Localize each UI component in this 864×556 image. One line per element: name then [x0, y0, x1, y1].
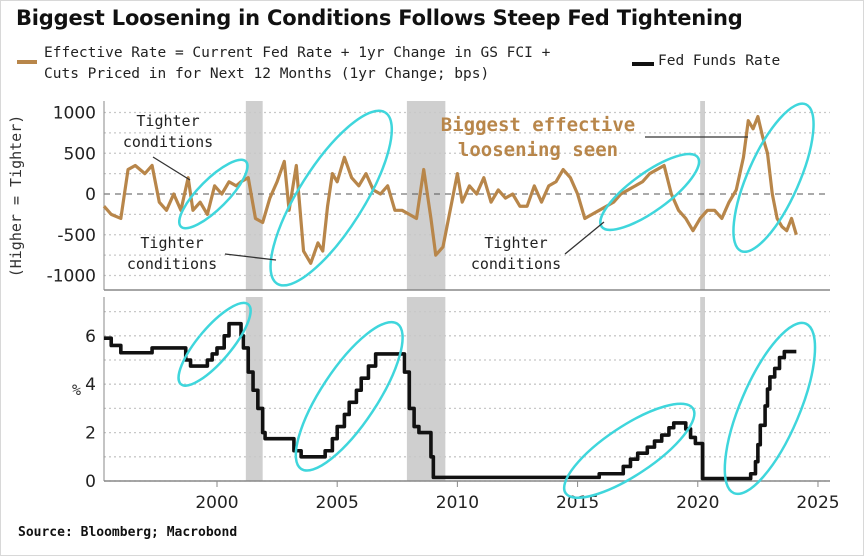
- fed-funds-line: [104, 321, 797, 481]
- source-note: Source: Bloomberg; Macrobond: [18, 525, 238, 540]
- annotation-leader: [224, 253, 277, 261]
- y-tick-label: 500: [64, 144, 96, 164]
- highlight-ellipse: [177, 301, 252, 387]
- legend-line-1: Effective Rate = Current Fed Rate + 1yr …: [44, 45, 551, 61]
- y-tick-label: 0: [85, 185, 96, 205]
- highlight-ellipse: [599, 152, 701, 232]
- y-tick-label: -500: [57, 226, 96, 246]
- y-tick-label: 6: [85, 327, 96, 347]
- highlight-ellipse: [732, 102, 815, 254]
- x-tick-label: 2000: [195, 493, 238, 513]
- annotation-leader: [152, 156, 191, 181]
- effective-rate-line: [102, 114, 798, 265]
- annotation-tighter-3-line1: Tighter: [484, 234, 547, 252]
- y-axis-label: %: [72, 381, 81, 399]
- annotation-leader: [564, 221, 605, 255]
- y-tick-label: 1000: [53, 104, 96, 124]
- x-tick-label: 2005: [316, 493, 359, 513]
- annotation-tighter-2-line2: conditions: [127, 255, 217, 273]
- x-tick-label: 2010: [436, 493, 479, 513]
- highlight-ellipse: [269, 109, 394, 287]
- annotation-tighter-3-line2: conditions: [471, 255, 561, 273]
- chart-title: Biggest Loosening in Conditions Follows …: [16, 6, 743, 30]
- annotations: Tighter conditions Tighter conditions Tighte…: [123, 112, 748, 273]
- highlight-ellipse: [723, 321, 817, 496]
- annotation-tighter-2-line1: Tighter: [140, 234, 203, 252]
- annotation-biggest-loosening-line1: Biggest effective: [441, 114, 635, 136]
- x-tick-label: 2015: [556, 493, 599, 513]
- x-tick-label: 2025: [796, 493, 839, 513]
- effective-rate-panel: 1000 500 0 -500 -1000 (Higher = Tighter): [7, 101, 830, 291]
- legend-swatch-fed-funds: [632, 62, 654, 66]
- recession-band: [406, 297, 446, 481]
- highlight-ellipse: [294, 320, 404, 472]
- y-axis-label: (Higher = Tighter): [7, 115, 25, 278]
- annotation-biggest-loosening-line2: loosening seen: [458, 139, 618, 161]
- recession-band: [700, 297, 705, 481]
- legend-swatch-effective-rate: [17, 60, 37, 64]
- highlight-ellipse: [178, 158, 249, 230]
- recession-band: [245, 101, 263, 290]
- highlight-ellipse: [562, 402, 696, 500]
- x-tick-label: 2020: [676, 493, 719, 513]
- recession-band: [700, 101, 705, 290]
- y-tick-label: -1000: [47, 267, 96, 287]
- legend-line-2: Cuts Priced in for Next 12 Months (1yr C…: [44, 66, 490, 82]
- legend-label-fed-funds: Fed Funds Rate: [658, 53, 781, 69]
- y-tick-label: 2: [85, 424, 96, 444]
- fed-funds-panel: 6 4 2 0% 2000 2005 2010 2015 2020 2025: [72, 297, 840, 513]
- legend-label-effective-rate: Effective Rate = Current Fed Rate + 1yr …: [44, 43, 550, 85]
- y-tick-label: 4: [85, 375, 96, 395]
- y-tick-label: 0: [85, 472, 96, 492]
- annotation-tighter-1-line1: Tighter: [136, 112, 199, 130]
- annotation-tighter-1-line2: conditions: [123, 133, 213, 151]
